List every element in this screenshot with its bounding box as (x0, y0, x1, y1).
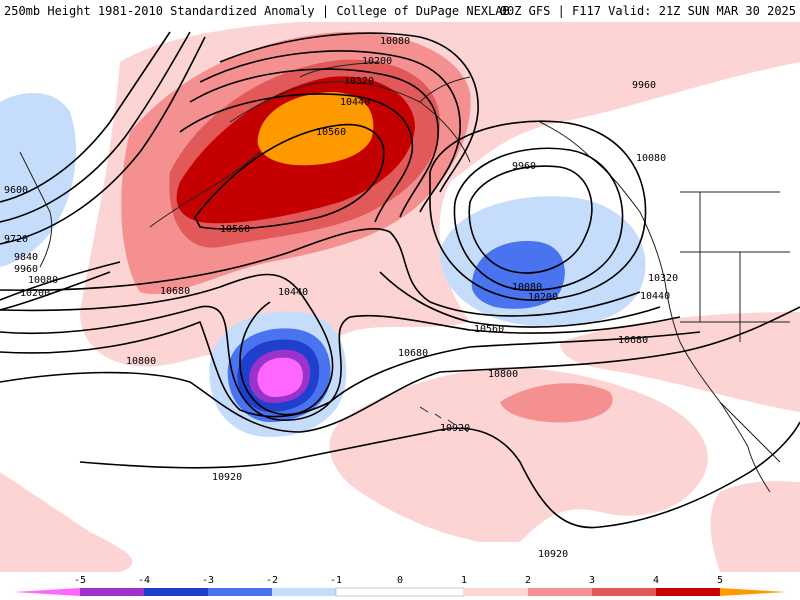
contour-label-l1: 10080 (380, 36, 410, 47)
contour-label-l21: 10440 (640, 291, 670, 302)
contour-10680-mid (0, 320, 701, 418)
legend-swatch-zero (335, 587, 465, 597)
legend-swatch-p1 (464, 588, 528, 596)
contour-label-l6: 9960 (632, 80, 656, 91)
contour-label-l4: 10440 (340, 97, 370, 108)
contour-label-l28: 10920 (212, 472, 242, 483)
contour-label-l12: 9960 (14, 264, 38, 275)
contour-label-l29: 10920 (538, 549, 568, 560)
fill-negative-2-coast (471, 241, 565, 309)
contour-10440-north (179, 93, 414, 223)
fill-negative-5-central (257, 357, 303, 397)
legend-tick-p3: 3 (589, 575, 595, 586)
contour-label-l10: 9720 (4, 234, 28, 245)
contour-10320-north (189, 68, 439, 218)
legend-swatch-n4 (80, 588, 144, 596)
legend-tick-m5: -5 (74, 575, 86, 586)
legend-swatch-n2 (208, 588, 272, 596)
contour-10800 (0, 306, 800, 433)
contour-9960-low (468, 165, 593, 274)
contour-label-l5: 10560 (316, 127, 346, 138)
legend-tick-0: 0 (397, 575, 403, 586)
contour-label-l20: 10320 (648, 273, 678, 284)
fill-negative-1-west (0, 92, 76, 268)
contour-label-l17: 10440 (278, 287, 308, 298)
legend-swatch-p3 (592, 588, 656, 596)
contour-label-l25: 10800 (126, 356, 156, 367)
contour-label-l13: 10080 (28, 275, 58, 286)
legend-tick-p2: 2 (525, 575, 531, 586)
anomaly-fills (0, 22, 800, 572)
contour-label-l2: 10200 (362, 56, 392, 67)
coastlines (19, 61, 790, 493)
contour-10080-low (453, 147, 624, 291)
contour-labels: 10080 10200 10320 10440 10560 9960 9960 … (4, 36, 678, 560)
legend-tick-p4: 4 (653, 575, 659, 586)
contour-label-l15: 10560 (220, 224, 250, 235)
legend-swatch-p4 (656, 588, 720, 596)
us-west-coast (664, 281, 781, 463)
baja-coast (719, 401, 771, 493)
hawaiian-islands (419, 406, 469, 433)
fill-positive-5 (257, 92, 374, 166)
legend-tick-m3: -3 (202, 575, 214, 586)
bc-coast (539, 121, 666, 283)
contour-label-l24: 10680 (398, 348, 428, 359)
legend-swatch-n1 (272, 588, 336, 596)
legend-tick-p1: 1 (461, 575, 467, 586)
contour-label-l16: 10680 (160, 286, 190, 297)
contour-label-l3: 10320 (344, 76, 374, 87)
contour-10560-mid (0, 305, 681, 421)
contour-label-l19: 10200 (528, 292, 558, 303)
legend-right-arrow (720, 588, 786, 596)
fill-positive-2-east (500, 383, 613, 423)
contour-label-l7: 9960 (512, 161, 536, 172)
contour-10320-mid (0, 228, 641, 317)
contour-10080-north (0, 32, 479, 301)
contour-label-l11: 9840 (14, 252, 38, 263)
contour-10440-mid (0, 271, 661, 416)
run-info: 00Z GFS | F117 Valid: 21Z SUN MAR 30 202… (499, 4, 796, 18)
legend-tick-m4: -4 (138, 575, 150, 586)
contour-west-stack (0, 31, 206, 245)
legend-swatch-p2 (528, 588, 592, 596)
color-legend: -5 -4 -3 -2 -1 0 1 2 3 4 5 (0, 572, 800, 600)
fill-positive-1-south (329, 367, 708, 542)
contour-10560-center (194, 123, 385, 230)
height-contours (0, 31, 800, 529)
header-bar: 250mb Height 1981-2010 Standardized Anom… (0, 0, 800, 22)
contour-10920 (79, 421, 800, 529)
contour-label-l14: 10200 (20, 288, 50, 299)
anomaly-map: 10080 10200 10320 10440 10560 9960 9960 … (0, 22, 800, 572)
contour-label-l23: 10680 (618, 335, 648, 346)
contour-10200-north (0, 50, 461, 311)
legend-tick-m1: -1 (330, 575, 342, 586)
contour-10200-low (429, 120, 647, 301)
legend-left-arrow (14, 588, 80, 596)
map-title: 250mb Height 1981-2010 Standardized Anom… (4, 4, 510, 18)
contour-label-l26: 10800 (488, 369, 518, 380)
aleutian-chain (149, 151, 261, 228)
contour-label-l9: 9600 (4, 185, 28, 196)
legend-swatch-n3 (144, 588, 208, 596)
kamchatka-coast (19, 151, 53, 268)
fill-positive-1-southwest (0, 472, 133, 572)
state-borders (680, 191, 790, 342)
legend-tick-m2: -2 (266, 575, 278, 586)
contour-label-l18: 10080 (512, 282, 542, 293)
legend-tick-p5: 5 (717, 575, 723, 586)
contour-label-l22: 10560 (474, 324, 504, 335)
contour-label-l27: 10920 (440, 423, 470, 434)
fill-positive-1-southeast (710, 481, 800, 572)
contour-label-l8: 10080 (636, 153, 666, 164)
